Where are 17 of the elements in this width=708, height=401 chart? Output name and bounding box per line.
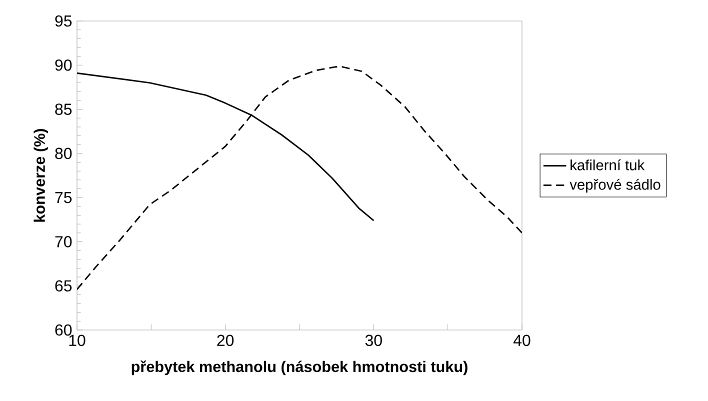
line-series xyxy=(77,66,522,290)
y-tick-label: 65 xyxy=(55,280,72,292)
y-tick-label: 70 xyxy=(55,236,72,248)
x-tick-label: 30 xyxy=(365,334,382,346)
y-axis-title: konverze (%) xyxy=(34,128,48,222)
x-tick-label: 10 xyxy=(69,334,86,346)
x-tick-label: 40 xyxy=(513,334,530,346)
y-tick-label: 80 xyxy=(55,148,72,160)
y-tick-label: 75 xyxy=(55,192,72,204)
legend-label: kafilerní tuk xyxy=(570,159,645,170)
x-axis-title: přebytek methanolu (násobek hmotnosti tuku) xyxy=(132,360,468,376)
y-tick-label: 95 xyxy=(55,15,72,27)
y-tick-label: 85 xyxy=(55,104,72,115)
y-tick-label: 60 xyxy=(55,324,72,336)
y-tick-label: 90 xyxy=(55,59,72,71)
x-tick-label: 20 xyxy=(217,334,234,346)
legend-label: vepřové sádlo xyxy=(570,178,660,193)
